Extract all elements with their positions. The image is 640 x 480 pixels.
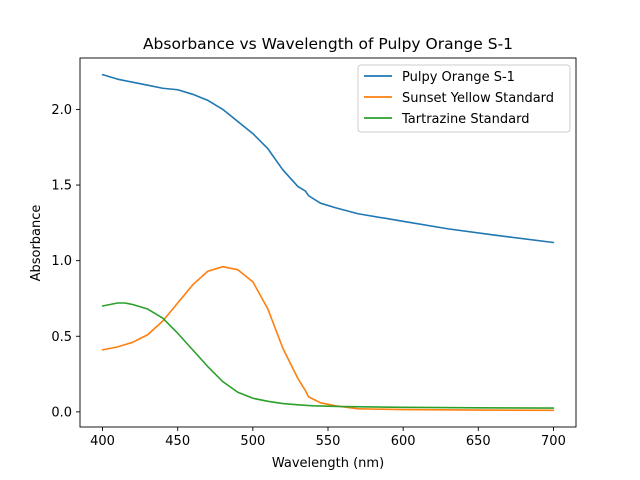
x-tick-label: 450 (165, 434, 190, 449)
y-tick-label: 1.0 (51, 254, 72, 269)
series-line-3 (101, 302, 555, 409)
legend-label: Tartrazine Standard (401, 112, 529, 127)
legend: Pulpy Orange S-1 Sunset Yellow Standard Ta… (357, 64, 571, 133)
x-tick-label: 400 (90, 434, 115, 449)
x-axis-label: Wavelength (nm) (272, 456, 384, 471)
legend-frame (357, 64, 571, 133)
series-line-2 (101, 265, 555, 412)
series-line-1 (101, 73, 555, 244)
y-tick-label: 2.0 (51, 103, 72, 118)
x-tick-label: 500 (240, 434, 265, 449)
x-tick-label: 600 (391, 434, 416, 449)
x-tick-label: 650 (466, 434, 491, 449)
chart-title: Absorbance vs Wavelength of Pulpy Orange… (143, 35, 513, 53)
y-tick-label: 1.5 (51, 179, 72, 194)
y-tick-label: 0.5 (51, 330, 72, 345)
plot-area: 400 450 500 550 600 650 700 0.0 0.5 1.0 1.5 2.0 (51, 57, 577, 449)
x-tick-label: 700 (541, 434, 566, 449)
y-axis-label: Absorbance (29, 205, 44, 282)
x-tick-label: 550 (316, 434, 341, 449)
y-tick-label: 0.0 (51, 405, 72, 420)
legend-label: Sunset Yellow Standard (402, 91, 554, 106)
legend-label: Pulpy Orange S-1 (402, 70, 515, 85)
